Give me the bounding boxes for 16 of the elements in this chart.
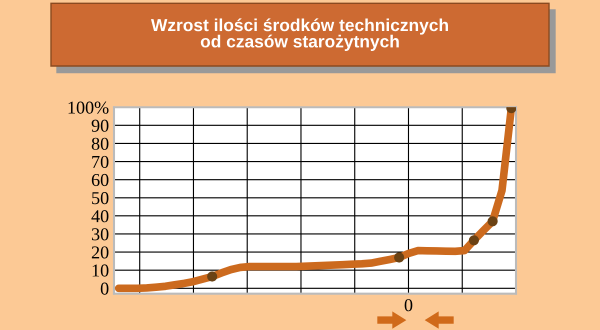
point — [394, 252, 404, 263]
y-tick-label: 0 — [100, 282, 108, 295]
y-tick-label: 50 — [92, 192, 108, 204]
point — [207, 271, 218, 282]
y-tick-label: 70 — [92, 156, 108, 168]
y-tick-label: 100% — [68, 102, 109, 114]
point — [488, 216, 498, 226]
y-tick-label: 60 — [92, 174, 108, 186]
y-tick-label: 10 — [92, 264, 108, 277]
point — [468, 235, 480, 246]
y-tick-label: 80 — [92, 138, 108, 150]
y-tick-label: 40 — [91, 210, 108, 222]
y-tick-label: 20 — [92, 246, 108, 259]
y-tick-label: 30 — [92, 228, 108, 240]
y-tick-label: 90 — [92, 120, 108, 132]
chart-title: Wzrost ilości środków technicznych od czasów starożytnych — [150, 18, 448, 51]
